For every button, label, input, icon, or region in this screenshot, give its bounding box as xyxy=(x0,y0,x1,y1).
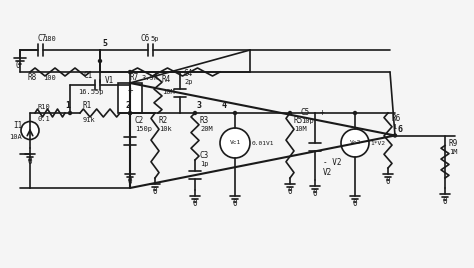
Text: C1: C1 xyxy=(84,71,93,80)
Circle shape xyxy=(128,70,131,73)
Text: 2p: 2p xyxy=(184,79,192,85)
Text: 0.1: 0.1 xyxy=(38,116,51,122)
Circle shape xyxy=(393,134,396,137)
Text: R10: R10 xyxy=(38,104,51,110)
Text: 1p: 1p xyxy=(200,161,209,167)
Text: C3: C3 xyxy=(200,151,209,160)
Text: 0: 0 xyxy=(153,187,157,196)
Text: C5: C5 xyxy=(301,108,310,117)
Text: 5p: 5p xyxy=(150,36,158,42)
Text: 0: 0 xyxy=(193,199,197,208)
Text: Vc2: Vc2 xyxy=(349,140,361,146)
Text: 0: 0 xyxy=(16,61,20,70)
Circle shape xyxy=(69,111,72,114)
Circle shape xyxy=(21,121,39,140)
Text: 0: 0 xyxy=(233,199,237,208)
Text: R7: R7 xyxy=(130,73,139,82)
Text: 100: 100 xyxy=(43,75,56,81)
Text: 1: 1 xyxy=(65,101,71,110)
Text: - V2: - V2 xyxy=(323,158,341,167)
Text: 0: 0 xyxy=(443,197,447,206)
Text: R4: R4 xyxy=(162,76,171,84)
Text: +: + xyxy=(128,86,133,95)
Text: 20M: 20M xyxy=(200,126,213,132)
Text: 91k: 91k xyxy=(83,117,96,123)
Circle shape xyxy=(354,111,356,114)
Text: 10M: 10M xyxy=(294,126,307,132)
Text: 1M: 1M xyxy=(449,148,457,154)
Text: +: + xyxy=(320,108,325,117)
Circle shape xyxy=(220,128,250,158)
Text: R6: R6 xyxy=(392,114,401,123)
Text: 2: 2 xyxy=(126,101,130,110)
Text: 0: 0 xyxy=(128,177,132,186)
Circle shape xyxy=(341,129,369,157)
Text: 3: 3 xyxy=(197,101,202,110)
Text: 0.01V1: 0.01V1 xyxy=(252,141,274,146)
Text: 3.9k: 3.9k xyxy=(142,75,159,81)
Text: V1: V1 xyxy=(105,76,114,85)
Text: R3: R3 xyxy=(200,116,209,125)
Circle shape xyxy=(128,111,131,114)
Text: C2: C2 xyxy=(135,116,144,125)
Text: V2: V2 xyxy=(323,168,332,177)
Text: 0: 0 xyxy=(386,177,390,186)
Text: R8: R8 xyxy=(28,73,37,82)
Circle shape xyxy=(193,111,197,114)
Text: 150p: 150p xyxy=(135,126,152,132)
Text: R5: R5 xyxy=(294,116,303,125)
Text: 0: 0 xyxy=(27,157,32,166)
Bar xyxy=(118,83,142,113)
Text: 10p: 10p xyxy=(301,118,314,124)
Text: 16.55p: 16.55p xyxy=(78,89,103,95)
Text: R9: R9 xyxy=(449,139,458,147)
Text: I1: I1 xyxy=(13,121,23,130)
Text: 10M: 10M xyxy=(162,90,175,95)
Text: 5: 5 xyxy=(102,39,107,48)
Text: .: . xyxy=(126,94,134,107)
Circle shape xyxy=(289,111,292,114)
Text: Vc1: Vc1 xyxy=(229,140,241,146)
Text: 0: 0 xyxy=(313,189,317,198)
Text: C4: C4 xyxy=(184,69,193,78)
Text: C7: C7 xyxy=(38,34,47,43)
Text: 180: 180 xyxy=(43,36,56,42)
Circle shape xyxy=(99,59,101,62)
Text: 1*V2: 1*V2 xyxy=(370,141,385,146)
Text: 0: 0 xyxy=(288,187,292,196)
Circle shape xyxy=(128,111,131,114)
Text: 0: 0 xyxy=(353,199,357,208)
Text: R1: R1 xyxy=(83,101,92,110)
Text: 4: 4 xyxy=(222,101,227,110)
Text: 10k: 10k xyxy=(159,126,172,132)
Text: 10A: 10A xyxy=(9,134,22,140)
Text: 6: 6 xyxy=(398,125,403,133)
Text: C6: C6 xyxy=(141,34,150,43)
Circle shape xyxy=(234,111,237,114)
Text: R2: R2 xyxy=(159,116,168,125)
Text: 1: 1 xyxy=(392,124,396,130)
